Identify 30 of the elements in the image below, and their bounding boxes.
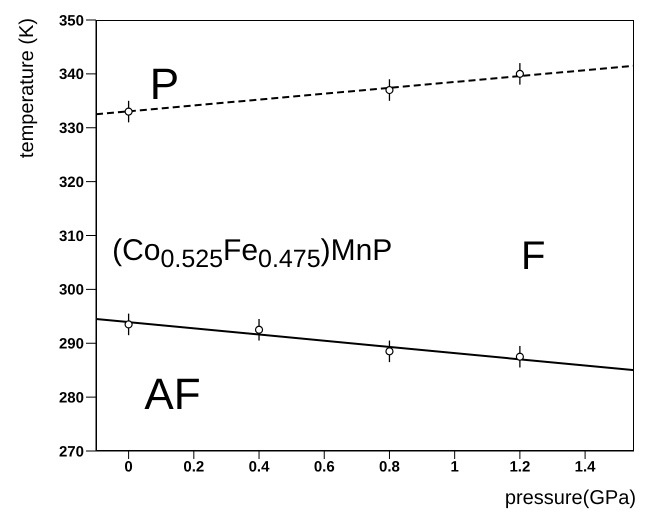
point bbox=[385, 347, 394, 356]
x-axis-title: pressure(GPa) bbox=[504, 487, 636, 510]
y-tick-label: 330 bbox=[58, 120, 84, 138]
annotation: P bbox=[150, 60, 180, 110]
y-tick-label: 280 bbox=[58, 389, 84, 406]
y-tick-label: 270 bbox=[58, 443, 84, 460]
annotation: AF bbox=[144, 370, 201, 420]
point bbox=[124, 107, 133, 116]
point bbox=[385, 86, 394, 94]
x-tick-label: 0 bbox=[124, 458, 133, 476]
y-tick-label: 320 bbox=[58, 174, 84, 191]
x-tick-label: 1 bbox=[450, 458, 459, 476]
y-axis-title: temperature (K) bbox=[16, 18, 39, 158]
x-tick-label: 0.8 bbox=[379, 458, 400, 476]
annotation: (Co$_{0.525}$Fe$_{0.475}$)MnP bbox=[112, 234, 392, 272]
x-tick-label: 0.6 bbox=[314, 458, 335, 476]
x-tick-label: 0.4 bbox=[248, 458, 270, 476]
point bbox=[254, 326, 264, 334]
annotation: F bbox=[521, 234, 546, 278]
x-tick-label: 0.2 bbox=[183, 458, 204, 476]
point bbox=[124, 320, 133, 328]
x-tick-label: 1.2 bbox=[509, 458, 530, 476]
x-tick-label: 1.4 bbox=[574, 458, 596, 476]
y-tick-label: 290 bbox=[58, 336, 84, 353]
point bbox=[516, 70, 524, 78]
y-tick-label: 310 bbox=[58, 228, 84, 245]
y-tick-label: 340 bbox=[58, 66, 84, 84]
y-tick-label: 300 bbox=[58, 282, 84, 299]
point bbox=[516, 352, 524, 361]
y-tick-label: 350 bbox=[58, 12, 84, 30]
